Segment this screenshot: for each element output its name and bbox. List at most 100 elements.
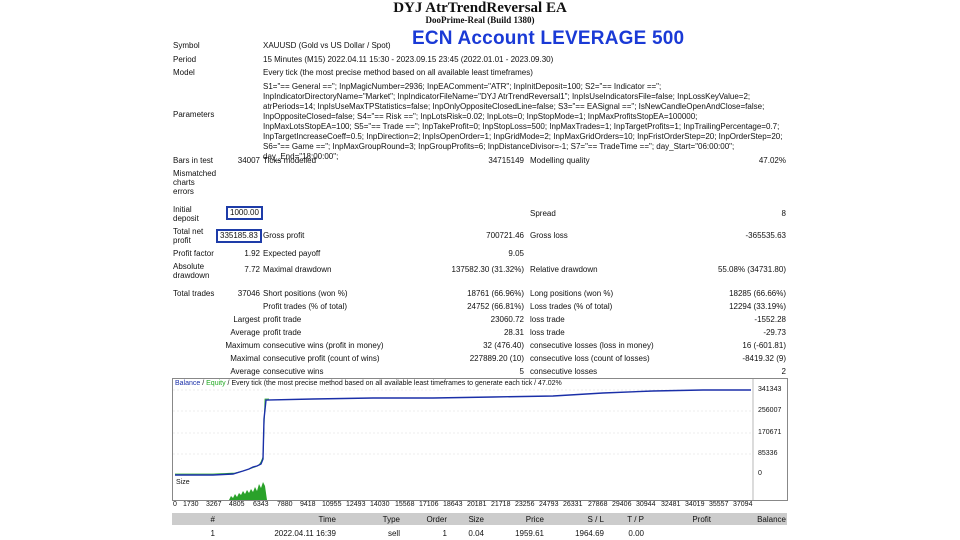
size-chart-svg: [229, 476, 754, 500]
maxdd-value: 137582.30 (31.32%): [451, 265, 525, 274]
maximum-label: Maximum: [225, 341, 260, 350]
y-tick-85336: 85336: [758, 450, 778, 457]
col-header-type[interactable]: Type: [382, 515, 400, 524]
chart-legend: Balance / Equity / Every tick (the most …: [175, 380, 562, 387]
size-chart: [172, 476, 788, 501]
maxdd-label: Maximal drawdown: [263, 265, 332, 274]
lloss-label: loss trade: [530, 315, 565, 324]
col-header-profit[interactable]: Profit: [692, 515, 711, 524]
short-value: 18761 (66.96%): [467, 289, 524, 298]
x-tick-24793: 24793: [539, 501, 559, 508]
pf-label: Profit factor: [173, 249, 214, 258]
closs-value: -8419.32 (9): [742, 354, 786, 363]
symbol-label: Symbol: [173, 41, 200, 50]
legend-equity: Equity: [206, 380, 226, 387]
avglosses-value: 2: [781, 367, 786, 376]
reldd-label: Relative drawdown: [530, 265, 598, 274]
col-header-time[interactable]: Time: [318, 515, 336, 524]
largest-label: Largest: [233, 315, 260, 324]
x-tick-37094: 37094: [733, 501, 753, 508]
parameters-label: Parameters: [173, 110, 215, 119]
closses-label: consecutive losses (loss in money): [530, 341, 654, 350]
chart-gridlines: [173, 389, 753, 455]
reldd-value: 55.08% (34731.80): [717, 265, 786, 274]
col-header-balance[interactable]: Balance: [757, 515, 786, 524]
ptrades-value: 24752 (66.81%): [467, 302, 524, 311]
pf-value: 1.92: [244, 249, 260, 258]
ltrades-value: 12294 (33.19%): [729, 302, 786, 311]
x-tick-20181: 20181: [467, 501, 487, 508]
lloss-value: -1552.28: [754, 315, 786, 324]
expected-label: Expected payoff: [263, 249, 321, 258]
mismatch-label-3: errors: [173, 187, 194, 196]
average-label: Average: [230, 328, 260, 337]
period-label: Period: [173, 55, 197, 64]
x-tick-4805: 4805: [229, 501, 245, 508]
table-cell-type: sell: [387, 529, 400, 538]
parameters-value: S1="== General =="; InpMagicNumber=2936;…: [263, 82, 783, 161]
size-bars: [229, 482, 267, 500]
table-cell-tp: 0.00: [628, 529, 644, 538]
trades-table-header: [172, 513, 787, 525]
cwins-label: consecutive wins (profit in money): [263, 341, 384, 350]
deposit-label-2: deposit: [173, 214, 199, 223]
x-tick-10955: 10955: [322, 501, 342, 508]
avgwins-value: 5: [519, 367, 524, 376]
expected-value: 9.05: [508, 249, 524, 258]
y-tick-0: 0: [758, 470, 762, 477]
mismatch-label-1: Mismatched: [173, 169, 217, 178]
aloss-label: loss trade: [530, 328, 565, 337]
legend-separator: /: [200, 380, 207, 387]
quality-label: Modelling quality: [530, 156, 590, 165]
average2-label: Average: [230, 367, 260, 376]
model-label: Model: [173, 68, 195, 77]
closs-label: consecutive loss (count of losses): [530, 354, 650, 363]
ltrades-label: Loss trades (% of total): [530, 302, 613, 311]
aloss-value: -29.73: [763, 328, 786, 337]
lprofit-label: profit trade: [263, 315, 302, 324]
absdd-value: 7.72: [244, 265, 260, 274]
absdd-label-1: Absolute: [173, 262, 205, 271]
ptrades-label: Profit trades (% of total): [263, 302, 348, 311]
model-value: Every tick (the most precise method base…: [263, 68, 533, 77]
y-tick-256007: 256007: [758, 407, 782, 414]
col-header-price[interactable]: Price: [525, 515, 544, 524]
cprofit-label: consecutive profit (count of wins): [263, 354, 380, 363]
legend-quality: / 47.02%: [532, 380, 562, 387]
x-tick-0: 0: [173, 501, 177, 508]
aprofit-value: 28.31: [503, 328, 524, 337]
x-tick-17106: 17106: [419, 501, 439, 508]
x-tick-27868: 27868: [588, 501, 608, 508]
x-tick-23256: 23256: [515, 501, 535, 508]
col-header-order[interactable]: Order: [426, 515, 447, 524]
x-tick-26331: 26331: [563, 501, 583, 508]
col-header-tp[interactable]: T / P: [627, 515, 644, 524]
period-value: 15 Minutes (M15) 2022.04.11 15:30 - 2023…: [263, 55, 554, 64]
col-header-size[interactable]: Size: [468, 515, 484, 524]
grossloss-label: Gross loss: [530, 231, 568, 240]
grossloss-value: -365535.63: [745, 231, 786, 240]
table-cell-sl: 1964.69: [575, 529, 604, 538]
lprofit-value: 23060.72: [490, 315, 524, 324]
x-tick-14030: 14030: [370, 501, 390, 508]
ticks-value: 34715149: [488, 156, 524, 165]
avgwins-label: consecutive wins: [263, 367, 324, 376]
balance-chart: [172, 378, 788, 478]
spread-label: Spread: [530, 209, 556, 218]
y-tick-341343: 341343: [758, 386, 782, 393]
netprofit-label-2: profit: [173, 236, 191, 245]
x-tick-21718: 21718: [491, 501, 511, 508]
long-value: 18285 (66.66%): [729, 289, 786, 298]
report-title: DYJ AtrTrendReversal EA: [393, 0, 567, 16]
x-tick-34019: 34019: [685, 501, 705, 508]
col-header-sl[interactable]: S / L: [587, 515, 604, 524]
x-tick-15568: 15568: [395, 501, 415, 508]
col-header-number[interactable]: #: [210, 515, 215, 524]
x-tick-35557: 35557: [709, 501, 729, 508]
bars-label: Bars in test: [173, 156, 214, 165]
long-label: Long positions (won %): [530, 289, 614, 298]
spread-value: 8: [781, 209, 786, 218]
trades-value: 37046: [237, 289, 260, 298]
x-tick-18643: 18643: [443, 501, 463, 508]
closses-value: 16 (-601.81): [742, 341, 786, 350]
